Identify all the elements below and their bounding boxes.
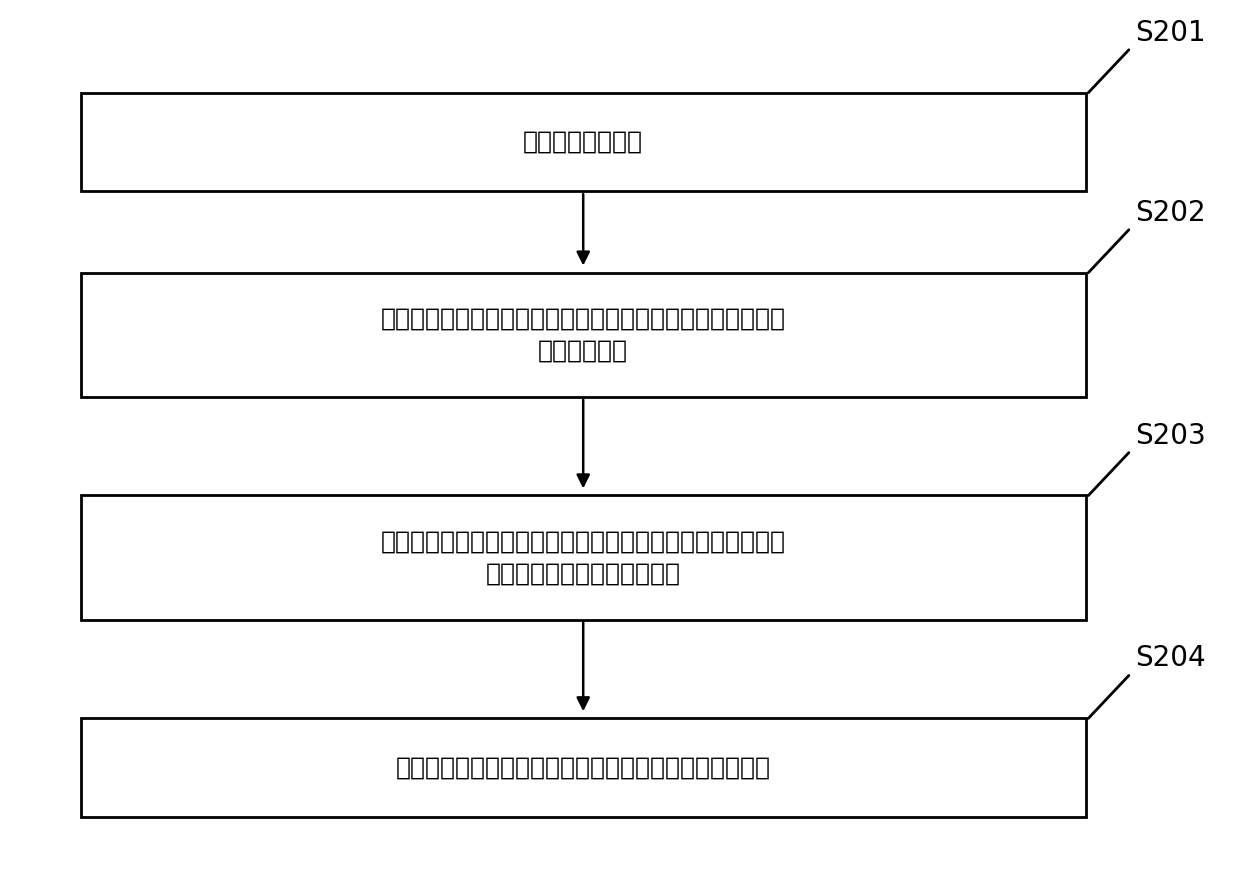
Text: S204: S204	[1135, 645, 1205, 672]
Bar	[81, 273, 1086, 397]
Text: S201: S201	[1135, 18, 1205, 47]
Bar	[81, 92, 1086, 192]
Bar	[81, 719, 1086, 817]
Text: 合成所述目标化合物所需原料: 合成所述目标化合物所需原料	[486, 562, 681, 586]
Text: 接收化学合成请求: 接收化学合成请求	[523, 130, 644, 154]
Text: 应的反应规则: 应的反应规则	[538, 339, 629, 363]
Text: 将所述目标化合物输入至分类模型，获得与所述目标化合物对: 将所述目标化合物输入至分类模型，获得与所述目标化合物对	[381, 307, 786, 330]
Text: S203: S203	[1135, 422, 1205, 449]
Text: 根据所述原料确定与所述目标化合物对应的化学合成路线: 根据所述原料确定与所述目标化合物对应的化学合成路线	[396, 756, 771, 780]
Text: 根据所述反应规则对所述目标化合物进行分解逆合成分析得到: 根据所述反应规则对所述目标化合物进行分解逆合成分析得到	[381, 530, 786, 553]
Bar	[81, 496, 1086, 620]
Text: S202: S202	[1135, 199, 1205, 226]
